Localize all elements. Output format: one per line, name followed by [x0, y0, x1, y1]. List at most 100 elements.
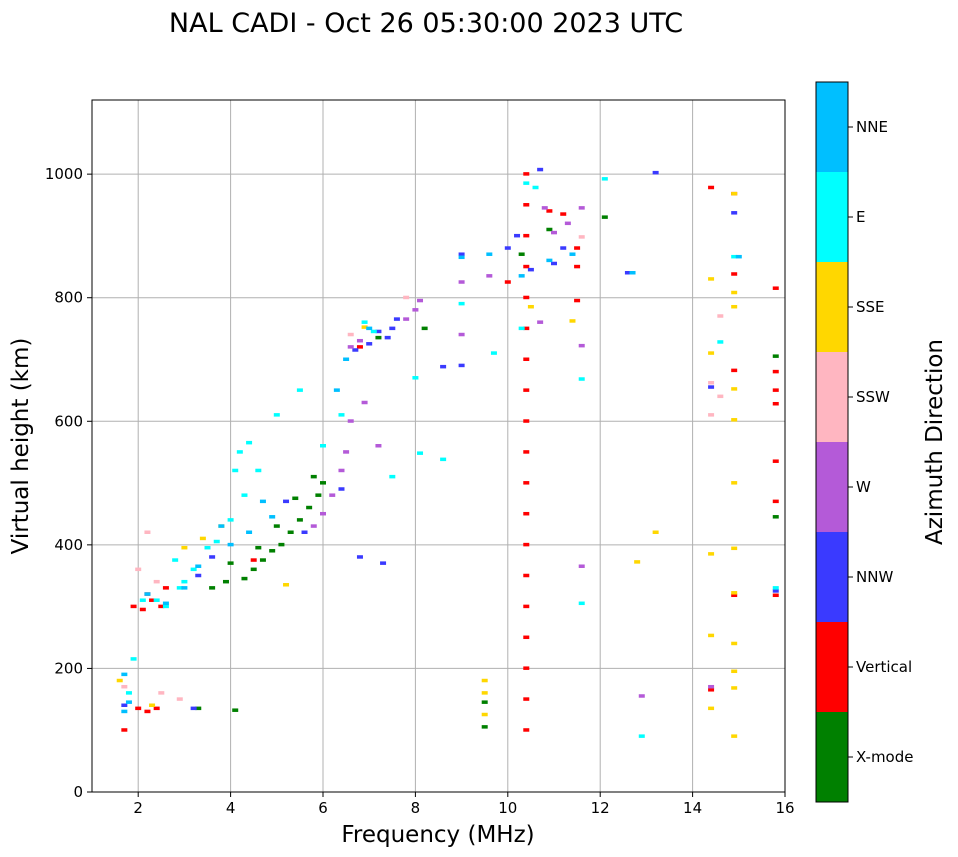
x-axis-ticks: 2 4 6 8 10 12 14 16: [133, 792, 795, 817]
data-point-vertical: [523, 388, 530, 392]
data-point-vertical: [523, 728, 530, 732]
data-point-nnw: [121, 703, 128, 707]
data-point-sse: [731, 669, 738, 674]
data-point-vertical: [560, 212, 567, 216]
data-point-x-mode: [375, 335, 382, 340]
data-point-nne: [218, 524, 225, 528]
data-point-vertical: [158, 604, 165, 609]
data-point-w: [578, 564, 585, 568]
data-point-sse: [708, 277, 715, 281]
data-point-sse: [731, 290, 738, 295]
data-point-nne: [121, 672, 128, 677]
data-point-e: [176, 586, 183, 590]
data-point-ssw: [708, 380, 715, 385]
data-point-x-mode: [222, 579, 229, 584]
data-point-nnw: [356, 555, 363, 559]
data-point-e: [338, 413, 345, 417]
data-point-vertical: [523, 511, 530, 516]
data-point-w: [356, 338, 363, 343]
data-point-sse: [708, 351, 715, 355]
data-point-nnw: [527, 267, 534, 272]
data-point-vertical: [523, 419, 530, 423]
data-point-sse: [199, 536, 206, 541]
data-point-vertical: [250, 558, 257, 562]
colorbar-segment: [816, 442, 848, 532]
data-point-ssw: [121, 684, 128, 689]
data-point-nne: [458, 255, 465, 260]
data-point-vertical: [153, 706, 160, 711]
data-point-nne: [259, 499, 266, 504]
data-point-w: [375, 444, 382, 448]
data-point-sse: [116, 678, 123, 683]
data-point-vertical: [731, 593, 738, 598]
data-point-w: [551, 230, 557, 235]
colorbar-segment: [816, 532, 848, 622]
data-point-vertical: [772, 388, 779, 392]
data-point-e: [236, 450, 243, 454]
data-point-vertical: [144, 709, 151, 714]
colorbar-segment: [816, 172, 848, 262]
data-point-x-mode: [772, 515, 779, 519]
data-point-vertical: [772, 369, 779, 374]
data-point-sse: [708, 706, 715, 711]
data-point-vertical: [523, 666, 530, 670]
data-point-w: [486, 274, 493, 278]
data-point-nne: [246, 530, 253, 534]
data-point-nnw: [380, 561, 387, 565]
colorbar-tick-label: W: [856, 478, 871, 496]
data-point-w: [347, 345, 354, 349]
x-tick-label: 4: [226, 799, 236, 817]
data-point-nne: [121, 709, 128, 714]
data-point-nnw: [624, 271, 631, 275]
data-point-e: [518, 326, 525, 331]
data-point-w: [320, 511, 326, 516]
y-axis-ticks: 0 200 400 600 800 1000: [45, 165, 92, 801]
data-point-vertical: [523, 604, 530, 609]
data-point-w: [537, 320, 544, 324]
data-point-ssw: [403, 295, 410, 300]
data-point-e: [125, 691, 132, 695]
x-tick-label: 2: [133, 799, 143, 817]
data-point-e: [190, 567, 197, 572]
data-point-w: [329, 493, 336, 497]
data-point-x-mode: [255, 545, 262, 550]
data-point-nnw: [384, 335, 391, 340]
plot-frame: [91, 99, 786, 793]
colorbar-tick-label: Vertical: [856, 658, 912, 676]
data-point-ssw: [717, 394, 724, 399]
data-point-e: [417, 451, 424, 455]
y-tick-label: 0: [73, 783, 83, 801]
data-point-e: [361, 320, 368, 324]
data-point-e: [181, 579, 188, 584]
data-point-vertical: [708, 688, 715, 692]
data-point-sse: [481, 678, 488, 683]
data-point-nnw: [389, 326, 396, 331]
data-point-sse: [708, 633, 715, 638]
data-point-sse: [731, 591, 738, 595]
data-point-x-mode: [287, 530, 294, 534]
x-tick-label: 10: [498, 799, 517, 817]
data-point-ssw: [708, 413, 715, 417]
colorbar-label: Azimuth Direction: [922, 339, 948, 545]
data-point-e: [578, 601, 585, 606]
data-point-vertical: [574, 246, 581, 250]
chart-title: NAL CADI - Oct 26 05:30:00 2023 UTC: [169, 8, 683, 39]
data-point-vertical: [523, 697, 530, 701]
data-point-nne: [486, 252, 493, 256]
data-point-x-mode: [518, 252, 525, 256]
x-tick-label: 14: [683, 799, 702, 817]
data-point-nne: [518, 274, 525, 278]
data-point-nne: [181, 586, 188, 590]
data-point-vertical: [504, 280, 511, 284]
data-point-nnw: [458, 363, 465, 368]
x-tick-label: 8: [411, 799, 421, 817]
data-point-nnw: [190, 706, 197, 711]
data-point-nnw: [375, 329, 382, 334]
data-point-sse: [361, 325, 368, 329]
x-tick-label: 6: [318, 799, 328, 817]
data-point-nne: [366, 326, 373, 331]
data-point-ssw: [176, 697, 183, 701]
data-point-x-mode: [296, 518, 303, 522]
data-point-ssw: [144, 530, 151, 534]
data-point-sse: [731, 641, 738, 646]
